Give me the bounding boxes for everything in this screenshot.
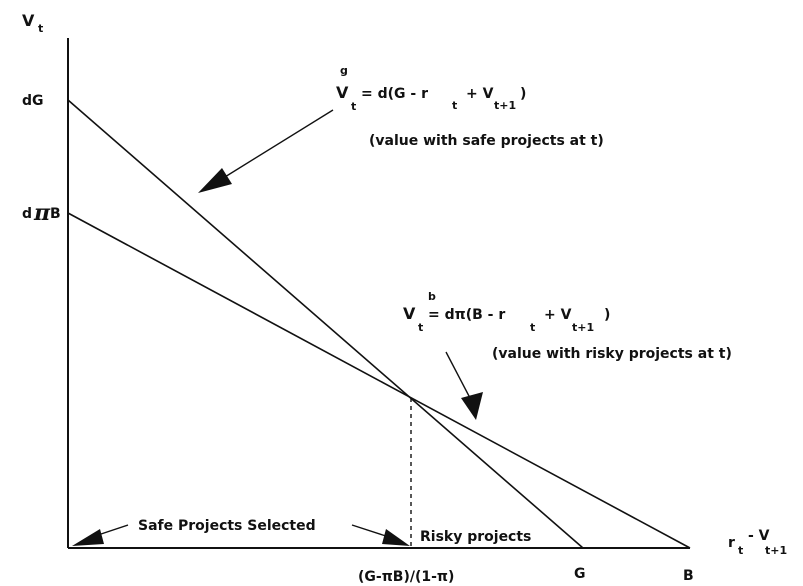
x-axis-label-mid: - V: [748, 528, 770, 544]
y-tick-dG: dG: [22, 93, 44, 109]
risky-eq-plus: + V: [544, 307, 572, 323]
safe-region-arrowhead-right: [382, 529, 410, 546]
safe-eq-plus: + V: [466, 86, 494, 102]
risky-eq-close: ): [604, 307, 610, 323]
x-tick-crossover: (G-πB)/(1-π): [358, 569, 454, 585]
safe-eq-close: ): [520, 86, 526, 102]
y-axis-label: V: [22, 11, 35, 30]
y-tick-dpiB: d π B: [22, 200, 61, 226]
safe-region-label: Safe Projects Selected: [138, 518, 316, 534]
safe-eq-sub3: t+1: [494, 99, 516, 112]
x-axis-label: r t - V t+1: [728, 528, 787, 557]
risky-eq-V: V: [403, 304, 416, 323]
x-tick-G: G: [574, 566, 586, 582]
safe-equation: V g t = d(G - r t + V t+1 ) (value with …: [336, 64, 604, 149]
safe-eq-V: V: [336, 83, 349, 102]
safe-value-line: [67, 99, 584, 549]
risky-caption: (value with risky projects at t): [492, 346, 732, 362]
risky-arrowhead: [461, 392, 483, 420]
safe-eq-sub: t: [351, 100, 356, 113]
risky-annotation-arrow: [445, 351, 471, 399]
risky-eq-sub: t: [418, 321, 423, 334]
y-tick-dpiB-pi: π: [33, 200, 51, 226]
x-tick-B: B: [683, 568, 694, 584]
x-axis-label-r: r: [728, 535, 735, 551]
risky-eq-sub2: t: [530, 321, 535, 334]
safe-region-arrowhead-left: [72, 529, 104, 546]
y-tick-dpiB-d: d: [22, 206, 32, 222]
safe-eq-sup: g: [340, 64, 348, 77]
risky-eq-body: = dπ(B - r: [428, 307, 505, 323]
x-axis-label-sub2: t+1: [765, 544, 787, 557]
risky-eq-sub3: t+1: [572, 321, 594, 334]
x-axis-label-sub1: t: [738, 544, 743, 557]
risky-region-label: Risky projects: [420, 529, 531, 545]
safe-caption: (value with safe projects at t): [369, 133, 604, 149]
safe-eq-body: = d(G - r: [361, 86, 428, 102]
risky-value-line: [67, 212, 691, 549]
risky-eq-sup: b: [428, 290, 436, 303]
safe-annotation-arrow: [211, 109, 334, 186]
y-axis-label-sub: t: [38, 22, 43, 35]
risky-equation: V b t = dπ(B - r t + V t+1 ) (value with…: [403, 290, 732, 362]
safe-arrowhead: [198, 168, 232, 193]
y-tick-dpiB-B: B: [50, 206, 61, 222]
safe-eq-sub2: t: [452, 99, 457, 112]
